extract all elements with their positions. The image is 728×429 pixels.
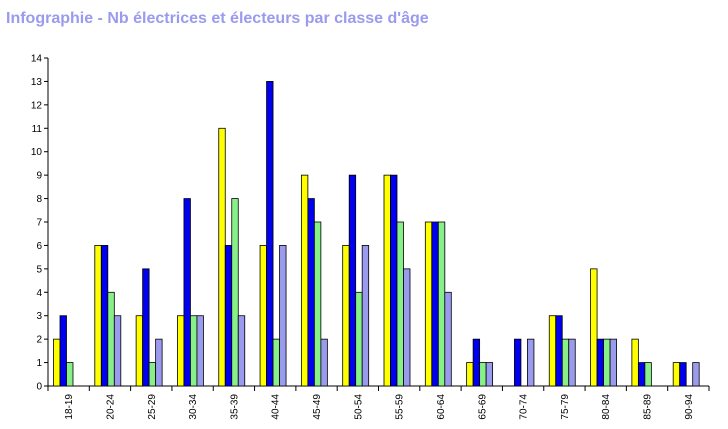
bar xyxy=(548,315,557,387)
bar xyxy=(637,362,646,387)
x-tick-label: 30-34 xyxy=(188,394,199,420)
bar xyxy=(603,338,611,387)
y-tick-label: 0 xyxy=(36,382,42,393)
x-tick-label: 40-44 xyxy=(271,394,282,420)
bar xyxy=(279,245,287,387)
chart-title: Infographie - Nb électrices et électeurs… xyxy=(6,10,429,27)
y-tick-label: 4 xyxy=(36,288,42,299)
bar xyxy=(514,338,522,387)
x-tick-label: 80-84 xyxy=(601,394,612,420)
bar xyxy=(568,338,576,387)
bar xyxy=(631,338,639,387)
x-tick-label: 20-24 xyxy=(105,394,116,420)
bar xyxy=(66,362,74,387)
x-tick-label: 60-64 xyxy=(436,394,447,420)
bar xyxy=(113,315,122,387)
bar xyxy=(59,315,67,387)
bar xyxy=(300,174,309,387)
bar xyxy=(444,291,452,387)
x-tick-label: 90-94 xyxy=(684,394,695,420)
y-tick-label: 9 xyxy=(36,171,42,182)
x-tick-label: 70-74 xyxy=(519,394,530,420)
bar xyxy=(183,198,191,387)
bar xyxy=(361,245,370,387)
y-tick-label: 11 xyxy=(32,124,43,135)
bar xyxy=(644,362,652,387)
bar xyxy=(190,315,198,387)
bar xyxy=(155,338,163,387)
x-tick-label: 35-39 xyxy=(229,394,240,420)
bar xyxy=(342,245,350,387)
y-tick-label: 3 xyxy=(36,311,42,322)
bar xyxy=(107,291,115,387)
bar xyxy=(231,198,239,387)
bar xyxy=(266,81,274,387)
bar xyxy=(135,315,144,387)
bar xyxy=(472,338,481,387)
bar xyxy=(383,174,391,387)
bar xyxy=(527,338,535,387)
bar xyxy=(679,362,687,387)
bar xyxy=(609,338,617,387)
bar xyxy=(485,362,494,387)
x-tick-label: 45-49 xyxy=(312,394,323,420)
x-tick-label: 50-54 xyxy=(353,394,364,420)
bar xyxy=(218,127,226,387)
bar xyxy=(237,315,246,387)
bar xyxy=(272,338,280,387)
bar xyxy=(479,362,487,387)
bar xyxy=(431,221,439,387)
bar xyxy=(555,315,563,387)
bar xyxy=(224,245,233,387)
bar xyxy=(259,245,267,387)
y-tick-label: 6 xyxy=(36,241,42,252)
bar xyxy=(94,245,102,387)
y-tick-label: 13 xyxy=(31,77,43,88)
bar xyxy=(148,362,157,387)
x-tick-label: 18-19 xyxy=(64,394,75,420)
bar xyxy=(313,221,322,387)
bar xyxy=(466,362,474,387)
x-tick-label: 25-29 xyxy=(147,394,158,420)
bar xyxy=(53,338,61,387)
bar xyxy=(196,315,204,387)
bar xyxy=(355,291,363,387)
y-tick-label: 2 xyxy=(36,335,42,346)
y-tick-label: 1 xyxy=(36,358,42,369)
bar xyxy=(348,174,357,387)
bar xyxy=(403,268,411,387)
y-tick-label: 8 xyxy=(36,194,42,205)
y-tick-label: 14 xyxy=(31,54,43,65)
bar xyxy=(142,268,150,387)
bar xyxy=(424,221,433,387)
x-tick-label: 65-69 xyxy=(477,394,488,420)
bar xyxy=(561,338,570,387)
x-tick-label: 75-79 xyxy=(560,394,571,420)
bar xyxy=(590,268,598,387)
bar xyxy=(177,315,185,387)
bar xyxy=(596,338,604,387)
x-tick-label: 55-59 xyxy=(395,394,406,420)
bar xyxy=(672,362,681,387)
y-tick-label: 7 xyxy=(36,218,42,229)
bar xyxy=(396,221,404,387)
x-tick-label: 85-89 xyxy=(643,394,654,420)
y-tick-label: 12 xyxy=(31,100,43,111)
bar xyxy=(692,362,700,387)
bar xyxy=(390,174,398,387)
bar xyxy=(307,198,315,387)
y-tick-label: 5 xyxy=(36,264,42,275)
bar xyxy=(100,245,109,387)
bar xyxy=(320,338,328,387)
y-tick-label: 10 xyxy=(31,147,43,158)
bar xyxy=(437,221,446,387)
